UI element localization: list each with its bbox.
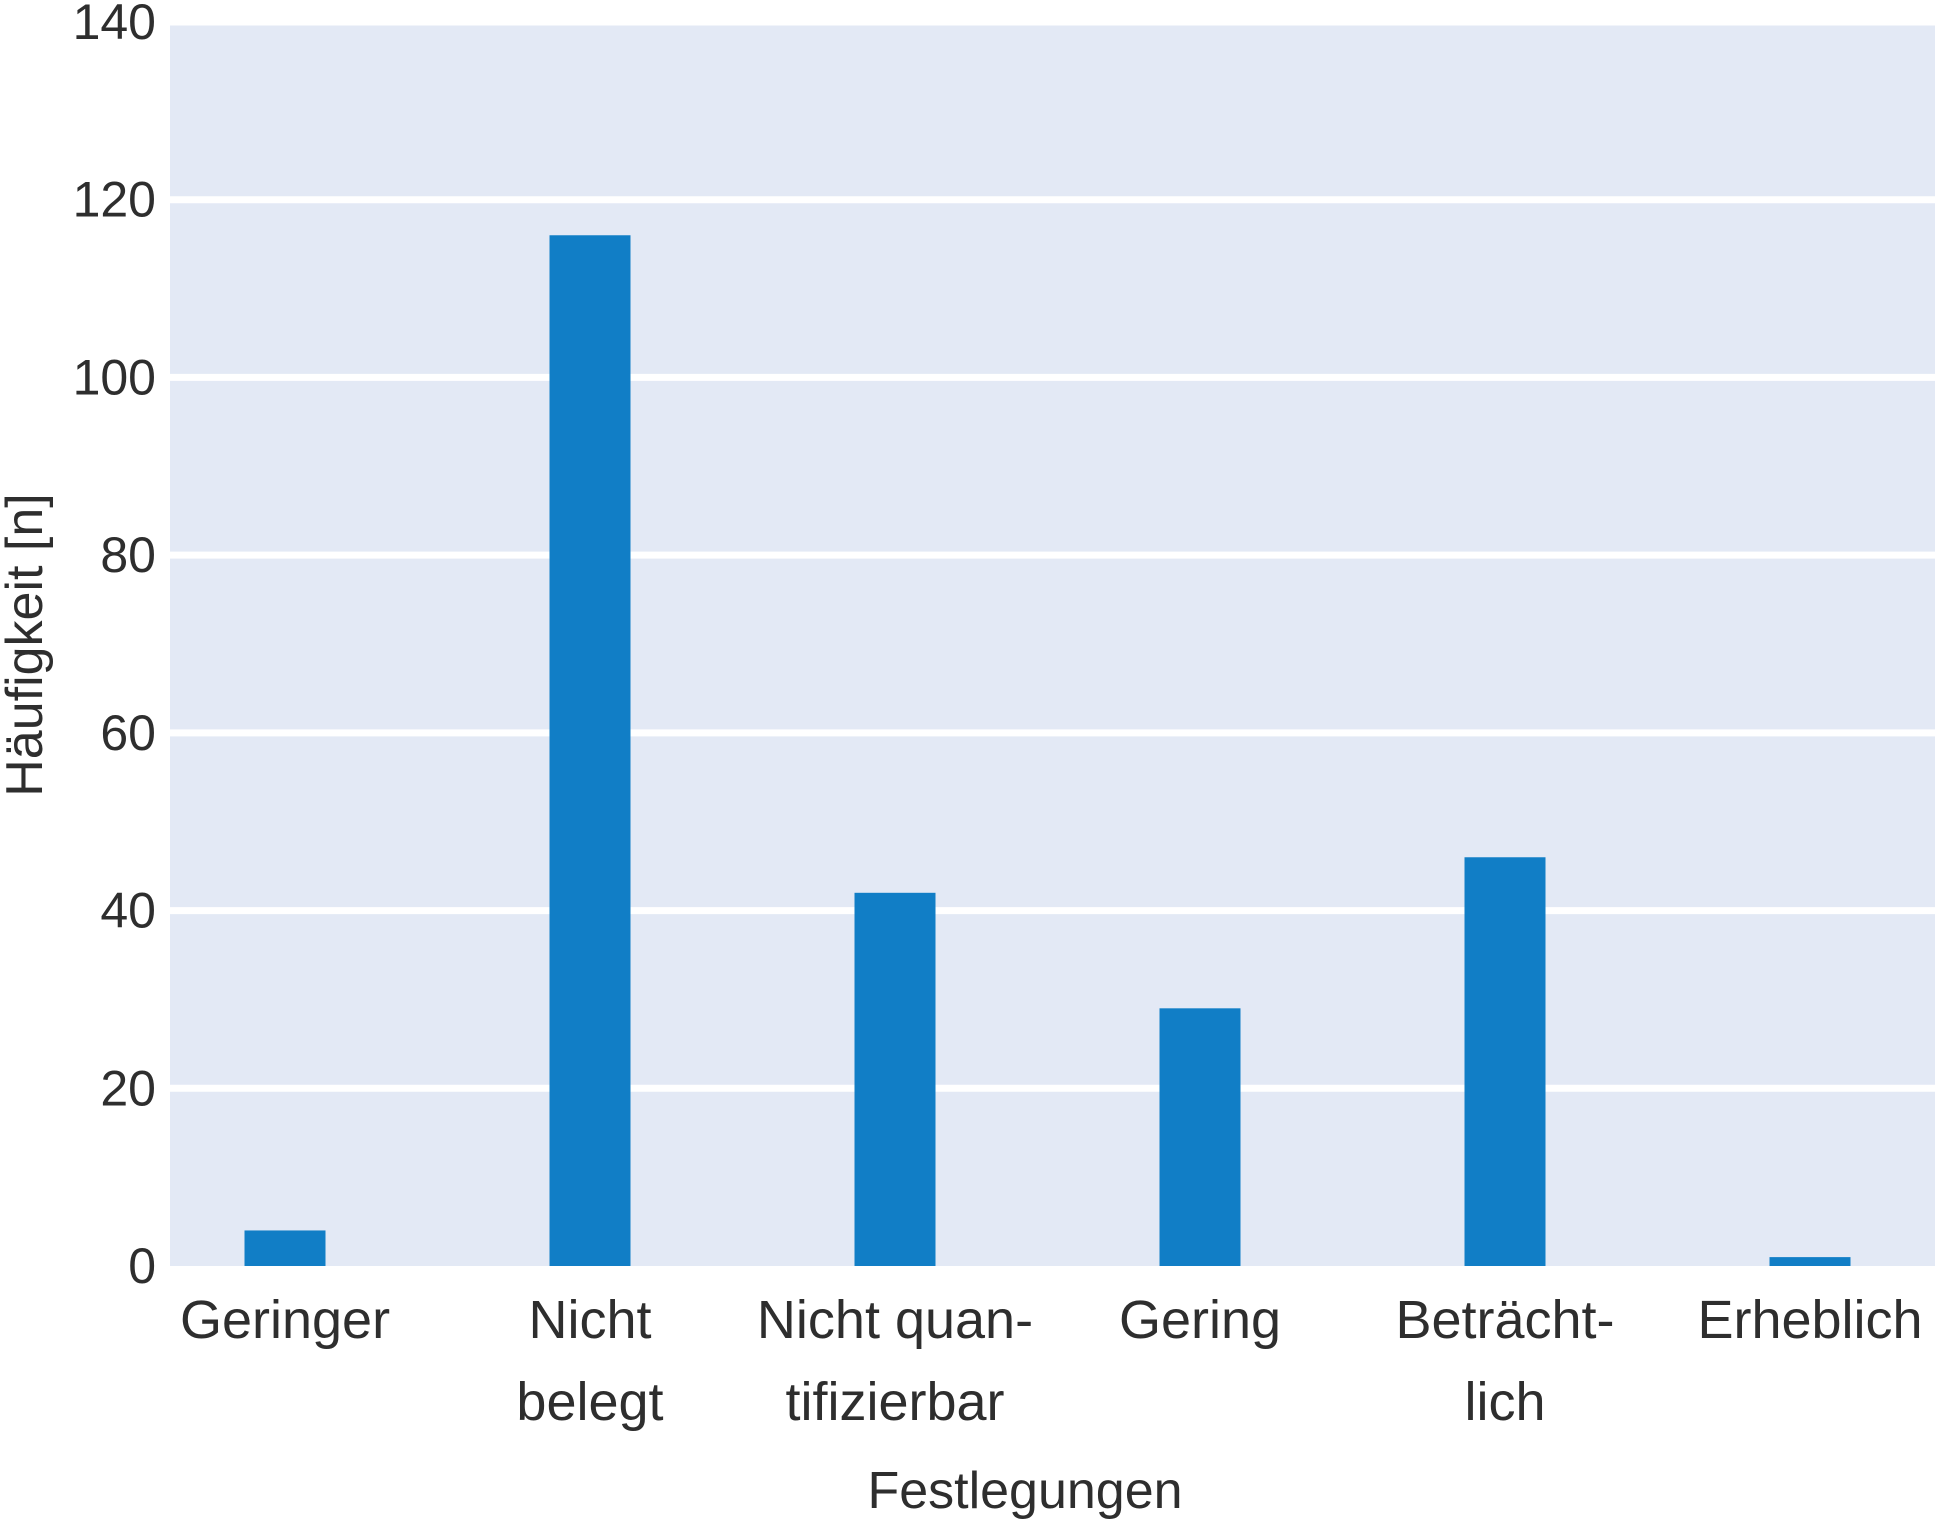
x-tick-label: Nicht belegt: [516, 1290, 663, 1432]
bar: [244, 1230, 326, 1266]
bar: [1464, 857, 1546, 1266]
bar: [854, 892, 936, 1266]
y-tick-label: 100: [73, 349, 156, 405]
y-tick-label: 0: [128, 1238, 156, 1294]
x-tick-label-line: Gering: [1119, 1290, 1281, 1350]
x-tick-label-line: Nicht quan-: [757, 1290, 1033, 1350]
x-tick-label: Gering: [1119, 1290, 1281, 1350]
y-tick-label: 140: [73, 0, 156, 50]
gridlines: [170, 18, 1935, 1092]
x-axis-ticks: Geringer Nicht belegt Nicht quan-tifizierba…: [180, 1290, 1923, 1432]
y-tick-label: 20: [100, 1060, 156, 1116]
bar: [549, 235, 631, 1267]
y-tick-label: 120: [73, 172, 156, 228]
x-tick-label-line: Nicht: [528, 1290, 651, 1350]
y-tick-label: 40: [100, 883, 156, 939]
x-tick-label-line: Geringer: [180, 1290, 390, 1350]
bars: [244, 235, 1851, 1267]
x-tick-label-line: Beträcht-: [1395, 1290, 1614, 1350]
x-tick-label: Geringer: [180, 1290, 390, 1350]
x-tick-label: Erheblich: [1697, 1290, 1922, 1350]
x-tick-label: Beträcht-lich: [1395, 1290, 1614, 1432]
y-tick-label: 80: [100, 527, 156, 583]
x-tick-label-line: Erheblich: [1697, 1290, 1922, 1350]
y-tick-label: 60: [100, 705, 156, 761]
bar: [1159, 1008, 1241, 1266]
plot-background: [170, 22, 1935, 1266]
y-axis-title: Häufigkeit [n]: [0, 493, 54, 797]
bar: [1769, 1257, 1851, 1266]
x-tick-label-line: tifizierbar: [785, 1372, 1004, 1432]
y-axis-ticks: 0 20 40 60 80 100 120 140: [73, 0, 156, 1294]
x-tick-label-line: lich: [1464, 1372, 1545, 1432]
x-axis-title: Festlegungen: [867, 1462, 1182, 1520]
x-tick-label-line: belegt: [516, 1372, 663, 1432]
x-tick-label: Nicht quan-tifizierbar: [757, 1290, 1033, 1432]
